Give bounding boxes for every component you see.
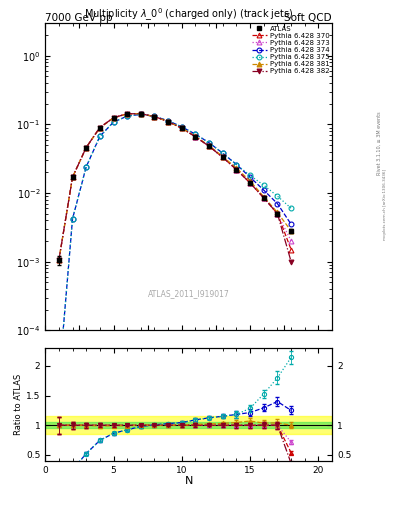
Bar xyxy=(45,422,332,428)
Text: mcplots.cern.ch [arXiv:1306.3436]: mcplots.cern.ch [arXiv:1306.3436] xyxy=(383,169,387,240)
Text: Rivet 3.1.10, ≥ 3M events: Rivet 3.1.10, ≥ 3M events xyxy=(377,112,382,175)
Y-axis label: Ratio to ATLAS: Ratio to ATLAS xyxy=(14,374,23,435)
Bar xyxy=(45,416,332,434)
Title: Multiplicity $\lambda\_0^0$ (charged only) (track jets): Multiplicity $\lambda\_0^0$ (charged onl… xyxy=(84,7,294,23)
Text: 7000 GeV pp: 7000 GeV pp xyxy=(45,13,113,23)
X-axis label: N: N xyxy=(184,476,193,486)
Legend: ATLAS, Pythia 6.428 370, Pythia 6.428 373, Pythia 6.428 374, Pythia 6.428 375, P: ATLAS, Pythia 6.428 370, Pythia 6.428 37… xyxy=(250,25,331,75)
Text: ATLAS_2011_I919017: ATLAS_2011_I919017 xyxy=(148,289,230,298)
Text: Soft QCD: Soft QCD xyxy=(285,13,332,23)
